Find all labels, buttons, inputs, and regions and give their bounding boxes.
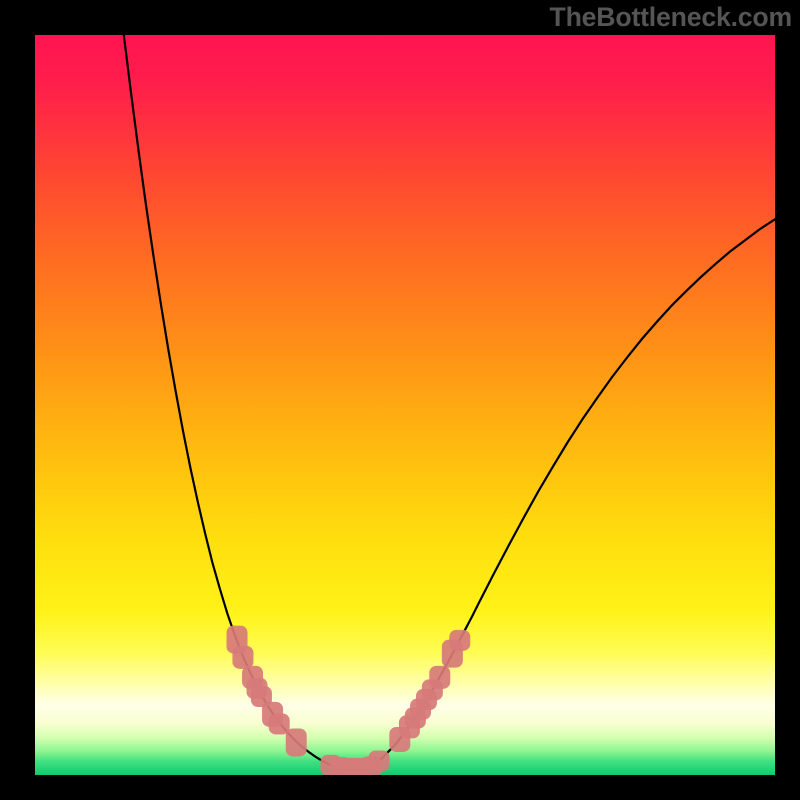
data-marker <box>449 630 470 651</box>
chart-svg <box>35 35 775 775</box>
data-marker <box>286 728 307 756</box>
data-marker <box>232 646 253 669</box>
data-marker <box>429 666 450 689</box>
plot-background <box>35 35 775 775</box>
data-marker <box>269 713 290 734</box>
watermark-text: TheBottleneck.com <box>550 2 792 33</box>
plot-area <box>35 35 775 775</box>
data-marker <box>369 750 390 771</box>
stage: TheBottleneck.com <box>0 0 800 800</box>
